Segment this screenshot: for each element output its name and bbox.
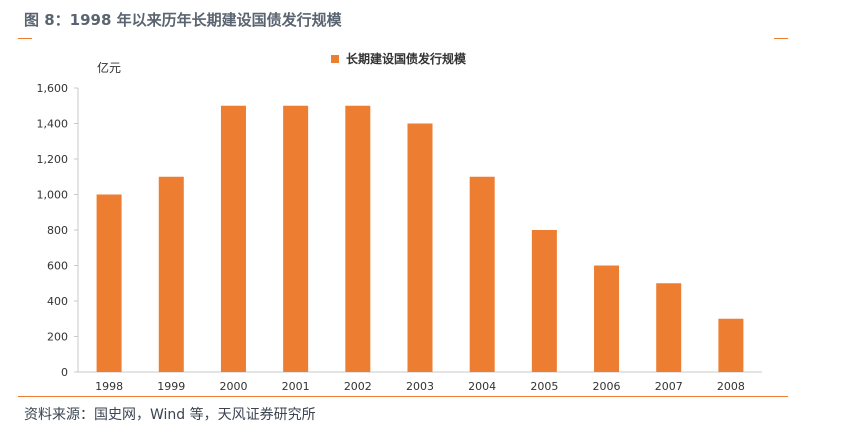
x-tick-label: 2006 xyxy=(593,380,621,393)
x-tick-label: 2002 xyxy=(344,380,372,393)
y-tick-label: 1,400 xyxy=(37,118,69,131)
x-tick-label: 2000 xyxy=(219,380,247,393)
source-rule xyxy=(18,396,788,397)
y-tick-label: 800 xyxy=(47,224,68,237)
bar-chart: 长期建设国债发行规模 亿元 0 200 400 600 800 1,000 1,200 1,4… xyxy=(37,51,762,393)
y-tick-label: 0 xyxy=(61,366,68,379)
x-tick-label: 1998 xyxy=(95,380,123,393)
legend-swatch xyxy=(331,55,339,63)
chart-legend: 长期建设国债发行规模 xyxy=(331,51,467,66)
bar-2001 xyxy=(283,105,309,372)
y-tick-label: 1,200 xyxy=(37,153,69,166)
bar-2005 xyxy=(531,230,557,372)
x-tick-label: 2001 xyxy=(282,380,310,393)
bar-2008 xyxy=(718,318,744,372)
bars xyxy=(96,105,744,372)
title-rule-left xyxy=(18,38,32,39)
bar-1999 xyxy=(158,176,184,372)
x-tick-label: 2003 xyxy=(406,380,434,393)
legend-label: 长期建设国债发行规模 xyxy=(346,51,467,66)
y-axis-ticks: 0 200 400 600 800 1,000 1,200 1,400 1,600 xyxy=(37,82,78,379)
bar-2007 xyxy=(656,283,682,372)
bar-2002 xyxy=(345,105,371,372)
x-tick-label: 2007 xyxy=(655,380,683,393)
y-tick-label: 600 xyxy=(47,260,68,273)
y-tick-label: 1,600 xyxy=(37,82,69,95)
x-tick-label: 2005 xyxy=(530,380,558,393)
y-tick-label: 1,000 xyxy=(37,189,69,202)
y-tick-label: 400 xyxy=(47,295,68,308)
figure-title: 图 8：1998 年以来历年长期建设国债发行规模 xyxy=(24,11,342,29)
title-rule-right xyxy=(774,38,788,39)
x-axis-labels: 1998 1999 2000 2001 2002 2003 2004 2005 2006 2007… xyxy=(95,380,745,393)
bar-2000 xyxy=(220,105,246,372)
source-note: 资料来源：国史网，Wind 等，天风证券研究所 xyxy=(24,407,316,423)
bar-2006 xyxy=(594,265,620,372)
y-axis-unit-label: 亿元 xyxy=(97,60,121,75)
x-tick-label: 2008 xyxy=(717,380,745,393)
bar-1998 xyxy=(96,194,122,372)
y-tick-label: 200 xyxy=(47,331,68,344)
bar-2004 xyxy=(469,176,495,372)
x-tick-label: 2004 xyxy=(468,380,496,393)
x-tick-label: 1999 xyxy=(157,380,185,393)
bar-2003 xyxy=(407,123,433,372)
